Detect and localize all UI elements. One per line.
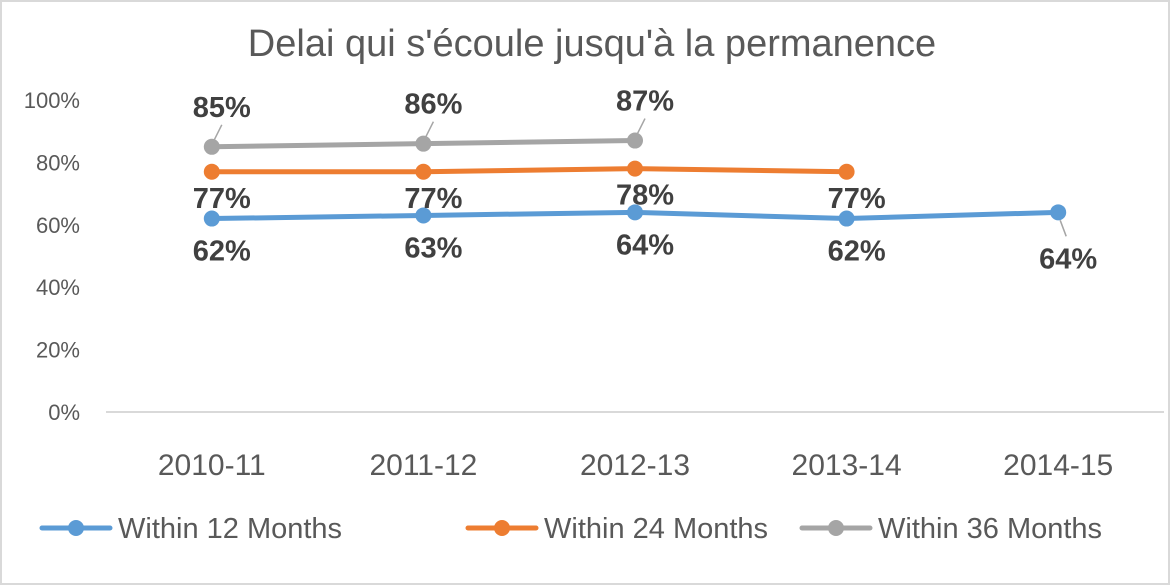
y-axis: 0% 20% 40% 60% 80% 100% <box>24 88 80 425</box>
data-label: 62% <box>828 236 886 268</box>
data-label: 78% <box>616 180 674 212</box>
y-tick-label: 80% <box>36 150 80 175</box>
data-point <box>1050 204 1067 221</box>
legend-marker <box>828 520 844 536</box>
series-line <box>209 166 850 175</box>
legend-item-2: Within 36 Months <box>799 513 1102 545</box>
data-point <box>627 204 643 221</box>
leader-line <box>424 121 435 139</box>
legend-marker <box>494 520 510 536</box>
leader-line <box>1059 220 1067 237</box>
data-label: 85% <box>193 92 251 124</box>
data-label: 64% <box>1039 243 1097 275</box>
series-layer: 62% 63% 64% 62% 64% 77% 77% 78% 77% 85% 86% 87% <box>193 86 1098 276</box>
data-point <box>203 138 220 155</box>
y-tick-label: 40% <box>36 275 80 300</box>
series-0: 62% 63% 64% 62% 64% <box>193 204 1097 275</box>
chart-title: Delai qui s'écoule jusqu'à la permanence <box>248 23 936 65</box>
legend-label: Within 36 Months <box>878 513 1102 545</box>
x-tick-label: 2011-12 <box>369 449 477 482</box>
y-tick-label: 20% <box>36 338 80 363</box>
data-label: 62% <box>193 236 251 268</box>
series-2: 85% 86% 87% <box>193 86 674 155</box>
data-point <box>415 207 432 224</box>
data-label: 77% <box>193 183 251 215</box>
series-1: 77% 77% 78% 77% <box>193 160 886 215</box>
x-tick-label: 2010-11 <box>158 449 266 482</box>
data-label: 77% <box>828 183 886 215</box>
data-point <box>203 163 220 180</box>
data-point <box>838 210 855 227</box>
x-tick-label: 2014-15 <box>1003 449 1113 482</box>
y-tick-label: 100% <box>24 88 80 113</box>
data-point <box>415 135 432 152</box>
x-tick-label: 2013-14 <box>792 449 902 482</box>
data-point <box>627 160 643 177</box>
data-label: 64% <box>616 229 674 261</box>
x-tick-label: 2012-13 <box>580 449 690 482</box>
legend: Within 12 Months Within 24 Months Within 3… <box>39 513 1102 545</box>
x-axis: 2010-11 2011-12 2012-13 2013-14 2014-15 <box>158 449 1113 482</box>
leader-line <box>636 118 646 135</box>
data-point <box>203 210 220 227</box>
y-tick-label: 60% <box>36 213 80 238</box>
legend-item-1: Within 24 Months <box>465 513 768 545</box>
legend-item-0: Within 12 Months <box>39 513 342 545</box>
leader-line <box>213 124 223 142</box>
legend-label: Within 12 Months <box>118 513 342 545</box>
data-point <box>838 163 855 180</box>
legend-marker <box>68 520 84 536</box>
data-label: 77% <box>404 183 462 215</box>
data-label: 63% <box>404 232 462 264</box>
y-tick-label: 0% <box>48 400 80 425</box>
data-point <box>627 132 643 149</box>
data-label: 86% <box>404 89 462 121</box>
data-label: 87% <box>616 86 674 118</box>
legend-label: Within 24 Months <box>544 513 768 545</box>
data-point <box>415 163 432 180</box>
